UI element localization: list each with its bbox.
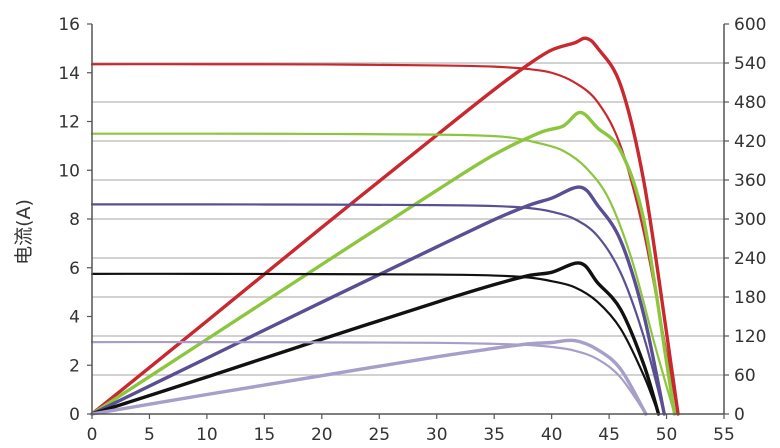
- current-curve-8: [90, 340, 647, 416]
- y-right-tick-labels: 0 60 120 180 240 300 360 420 480 540 600: [734, 15, 766, 425]
- x-tick-label: 55: [713, 425, 735, 445]
- y-left-tick-labels: 0 2 4 6 8 10 12 14 16: [58, 15, 80, 425]
- power-curve-5: [90, 185, 666, 416]
- x-tick-label: 25: [368, 425, 390, 445]
- y-left-tick-label: 14: [58, 64, 80, 84]
- y-right-tick-label: 180: [734, 288, 766, 308]
- current-curve-4: [90, 203, 666, 416]
- y-left-tick-label: 2: [69, 356, 80, 376]
- x-tick-label: 50: [656, 425, 678, 445]
- x-tick-label: 20: [311, 425, 333, 445]
- current-curve-0: [90, 63, 680, 416]
- y-right-tick-label: 120: [734, 327, 766, 347]
- power-curve-1: [90, 36, 680, 416]
- grid-lines: [92, 62, 724, 376]
- current-curve-2: [90, 132, 676, 416]
- axes: [87, 23, 729, 419]
- x-tick-labels: 0 5 10 15 20 25 30 35 40 45 50 55: [87, 425, 735, 445]
- series-curves: [90, 36, 680, 416]
- x-tick-label: 40: [541, 425, 563, 445]
- y-left-tick-label: 12: [58, 113, 80, 133]
- x-tick-label: 30: [426, 425, 448, 445]
- x-tick-label: 0: [87, 425, 98, 445]
- y-left-tick-label: 16: [58, 15, 80, 35]
- y-right-tick-label: 240: [734, 249, 766, 269]
- x-tick-label: 15: [254, 425, 276, 445]
- y-left-tick-label: 10: [58, 161, 80, 181]
- power-curve-3: [90, 110, 677, 416]
- x-tick-label: 5: [144, 425, 155, 445]
- current-curve-6: [90, 272, 660, 416]
- y-left-tick-label: 6: [69, 259, 80, 279]
- y-axis-title: 电流(A): [13, 199, 35, 265]
- y-right-tick-label: 420: [734, 132, 766, 152]
- y-right-tick-label: 60: [734, 366, 756, 386]
- y-right-tick-label: 360: [734, 171, 766, 191]
- y-right-tick-label: 480: [734, 93, 766, 113]
- y-right-tick-label: 600: [734, 15, 766, 35]
- power-curve-7: [90, 261, 661, 416]
- x-tick-label: 45: [598, 425, 620, 445]
- y-left-tick-label: 4: [69, 308, 80, 328]
- x-tick-label: 35: [483, 425, 505, 445]
- x-tick-label: 10: [196, 425, 218, 445]
- y-right-tick-label: 300: [734, 210, 766, 230]
- y-right-tick-label: 0: [734, 405, 745, 425]
- y-right-tick-label: 540: [734, 54, 766, 74]
- power-curve-9: [90, 338, 648, 416]
- y-left-tick-label: 8: [69, 210, 80, 230]
- y-left-tick-label: 0: [69, 405, 80, 425]
